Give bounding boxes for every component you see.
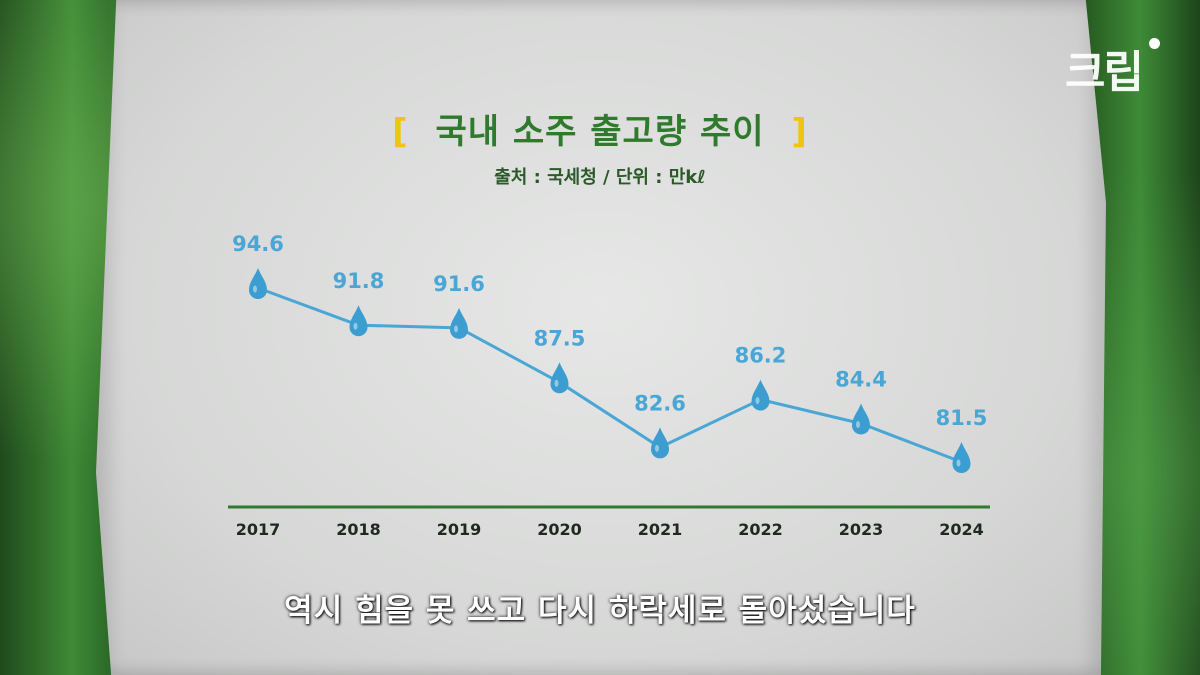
data-point-highlight (856, 420, 860, 428)
brand-logo: 크립 (1065, 47, 1144, 98)
data-point-highlight (454, 325, 458, 333)
x-tick-label: 2020 (537, 520, 582, 539)
x-tick-label: 2018 (336, 520, 381, 539)
data-label: 91.6 (433, 272, 485, 296)
paper-label (96, 0, 1106, 675)
data-label: 94.6 (232, 232, 284, 256)
data-label: 81.5 (936, 406, 988, 430)
series-line (257, 286, 963, 464)
data-label: 84.4 (835, 367, 887, 391)
data-point-droplet (450, 307, 468, 339)
data-point-droplet (249, 268, 267, 299)
data-point-highlight (755, 397, 760, 405)
data-label: 87.5 (534, 326, 586, 350)
data-point-droplet (550, 362, 569, 394)
data-point-highlight (554, 379, 559, 387)
x-tick-label: 2021 (638, 520, 683, 539)
data-point-droplet (349, 305, 368, 337)
brand-logo-dot (1149, 38, 1160, 49)
data-label: 86.2 (735, 344, 787, 368)
chart-source-note: 출처 : 국세청 / 단위 : 만kℓ (494, 167, 706, 188)
data-label: 82.6 (634, 391, 686, 415)
data-point-droplet (952, 442, 971, 473)
data-point-droplet (852, 403, 870, 435)
title-bracket-left: [ (392, 112, 409, 152)
title-bracket-right: ] (791, 112, 808, 152)
data-point-droplet (651, 427, 669, 459)
x-tick-label: 2017 (236, 520, 281, 539)
data-point-highlight (655, 444, 659, 452)
x-tick-label: 2019 (437, 520, 482, 539)
x-tick-label: 2022 (738, 520, 783, 539)
data-point-droplet (751, 379, 770, 411)
data-point-highlight (353, 322, 358, 330)
data-point-highlight (253, 285, 257, 293)
x-tick-label: 2023 (839, 520, 884, 539)
data-point-highlight (956, 459, 961, 467)
x-tick-label: 2024 (939, 520, 984, 539)
chart-title-row: [ 국내 소주 출고량 추이 ] (0, 104, 1200, 153)
video-caption: 역시 힘을 못 쓰고 다시 하락세로 돌아섰습니다 (284, 593, 916, 629)
chart-title: 국내 소주 출고량 추이 (435, 112, 765, 152)
data-label: 91.8 (333, 269, 385, 293)
